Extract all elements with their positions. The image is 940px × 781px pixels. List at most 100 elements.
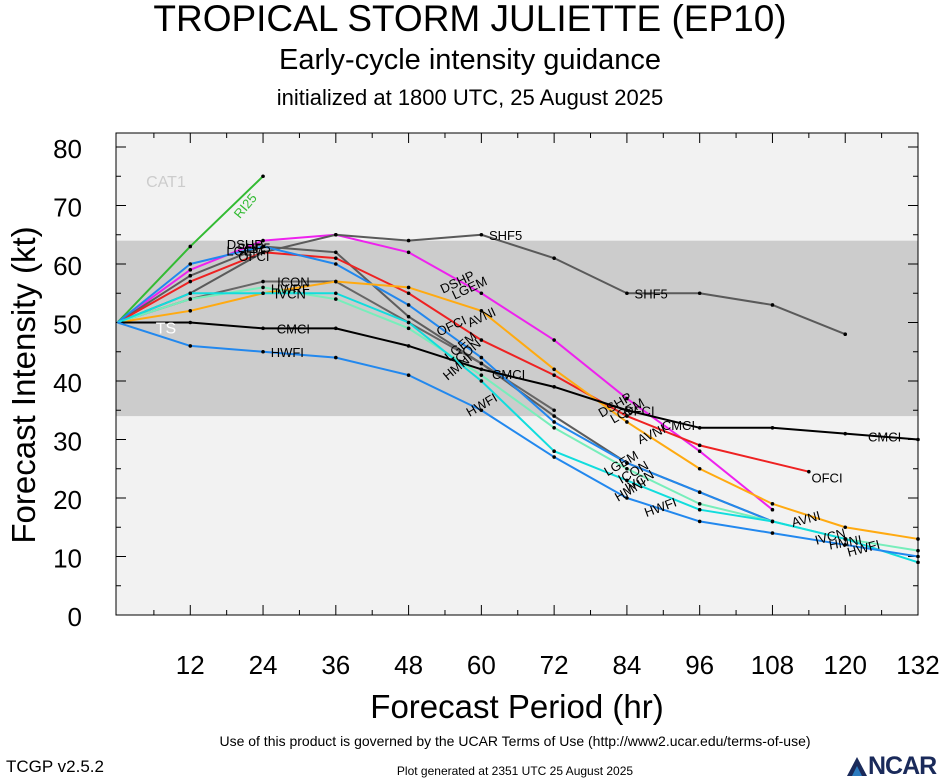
data-point-cmci (697, 426, 702, 430)
data-point-hmni (334, 291, 338, 296)
x-tick-label: 12 (176, 650, 205, 680)
data-point-avni (188, 309, 193, 313)
data-point-cmci (261, 326, 265, 331)
data-point-ofci (479, 338, 484, 342)
series-line-hwfi-11 (117, 321, 919, 558)
y-tick-label: 70 (53, 193, 82, 223)
init-time: initialized at 1800 UTC, 25 August 2025 (276, 85, 664, 110)
data-point-ivcn (188, 297, 193, 301)
data-point-ofci (406, 291, 411, 296)
data-point-cmci (188, 320, 193, 325)
y-tick-label: 10 (53, 544, 82, 574)
y-tick-label: 20 (53, 485, 82, 515)
data-point-avni (479, 309, 484, 313)
data-point-ri25 (188, 244, 193, 249)
data-point-avni (916, 537, 920, 541)
data-point-ofci (552, 373, 556, 377)
series-label-dshp: DSHP (227, 237, 263, 252)
series-label-cat1: CAT1 (146, 174, 186, 191)
data-point-hmni (770, 519, 775, 524)
y-tick-label: 50 (53, 310, 82, 340)
x-tick-label: 24 (249, 650, 278, 680)
series-label-hwfi: HWFI (271, 345, 304, 360)
data-point-dshp (261, 238, 265, 243)
series-label-ofci: OFCI (238, 249, 269, 264)
data-point-shf5 (843, 332, 848, 337)
x-tick-label: 84 (612, 650, 641, 680)
data-point-hwfi (188, 344, 193, 348)
data-point-shf5 (770, 303, 775, 307)
series-line-cmci-9 (117, 321, 919, 441)
data-point-lgem (188, 273, 193, 278)
generated-time: Plot generated at 2351 UTC 25 August 202… (396, 764, 634, 778)
chart-subtitle: Early-cycle intensity guidance (278, 44, 661, 76)
series-label-cmci: CMCI (868, 430, 901, 445)
data-point-cmci (552, 385, 556, 389)
data-point-hmni (843, 537, 848, 541)
series-label-hmni: HMNI (828, 532, 863, 553)
data-point-hwfi (916, 554, 920, 559)
data-point-shf5 (625, 291, 629, 296)
data-point-ofci (188, 279, 193, 284)
data-point-avni (552, 367, 556, 372)
data-point-shf5 (261, 250, 265, 255)
series-label-cmci: CMCI (662, 418, 695, 433)
series-line-hwrf-6 (116, 245, 773, 523)
data-point-dshp (479, 291, 484, 296)
data-point-hmni (479, 379, 484, 383)
data-point-hmni (552, 449, 556, 454)
data-point-shf5 (406, 238, 411, 243)
intensity-chart: 0 10 20 30 40 50 60 70 80 12 24 36 48 60 72 84 96 108 120 1… (5, 132, 940, 725)
data-point-avni (406, 285, 411, 290)
data-point-ivcn (334, 297, 338, 301)
ncar-logo-text: NCAR (868, 752, 937, 780)
data-point-icon (552, 408, 556, 413)
series-label-avni: AVNI (790, 508, 822, 530)
data-point-hwfi (552, 455, 556, 459)
data-point-hmni (261, 291, 265, 296)
data-point-cmci (406, 344, 411, 348)
y-tick-label: 80 (53, 134, 82, 164)
data-point-cmci (843, 431, 848, 436)
y-tick-label: 30 (53, 427, 82, 457)
data-point-hmni (916, 560, 920, 565)
data-point-dshp (552, 338, 556, 342)
data-point-cmci (334, 326, 338, 331)
data-point-dshp (697, 449, 702, 454)
data-point-avni (625, 420, 629, 424)
data-point-hwrf (334, 262, 338, 266)
data-point-avni (843, 525, 848, 530)
terms-of-use: Use of this product is governed by the U… (219, 733, 811, 749)
data-point-avni (697, 466, 702, 471)
chart-title: TROPICAL STORM JULIETTE (EP10) (153, 0, 787, 39)
x-tick-label: 108 (751, 650, 794, 680)
data-point-hmni (188, 291, 193, 296)
data-point-ofci (625, 414, 629, 418)
data-point-avni (770, 502, 775, 506)
x-axis-label: Forecast Period (hr) (370, 688, 663, 725)
series-label-icon: ICON (277, 275, 310, 290)
data-point-hmni (697, 507, 702, 512)
data-point-hwfi (770, 531, 775, 535)
series-label-cmci: CMCI (492, 367, 525, 382)
data-point-hwfi (697, 519, 702, 524)
data-point-hwfi (479, 408, 484, 413)
series-line-ofci-3 (117, 251, 810, 473)
series-label-lgem: LGEM (226, 244, 263, 259)
data-point-ivcn (625, 466, 629, 471)
y-axis-label: Forecast Intensity (kt) (5, 226, 42, 543)
series-label-shf5: SHF5 (635, 286, 668, 301)
series-label-hwrf: HWRF (271, 282, 310, 297)
ncar-logo-icon (847, 757, 867, 776)
data-point-shf5 (479, 232, 484, 237)
data-point-ofci (807, 469, 811, 474)
series-label-ivcn: IVCN (275, 286, 306, 301)
x-tick-label: 120 (824, 650, 867, 680)
data-point-lgem (552, 414, 556, 418)
data-point-ivcn (916, 548, 920, 553)
series-line-hmni-10 (117, 292, 919, 564)
data-point-hmni (625, 478, 629, 483)
series-label-ofci: OFCI (624, 403, 655, 418)
version-label: TCGP v2.5.2 (6, 757, 104, 776)
data-point-hwfi (261, 349, 265, 354)
